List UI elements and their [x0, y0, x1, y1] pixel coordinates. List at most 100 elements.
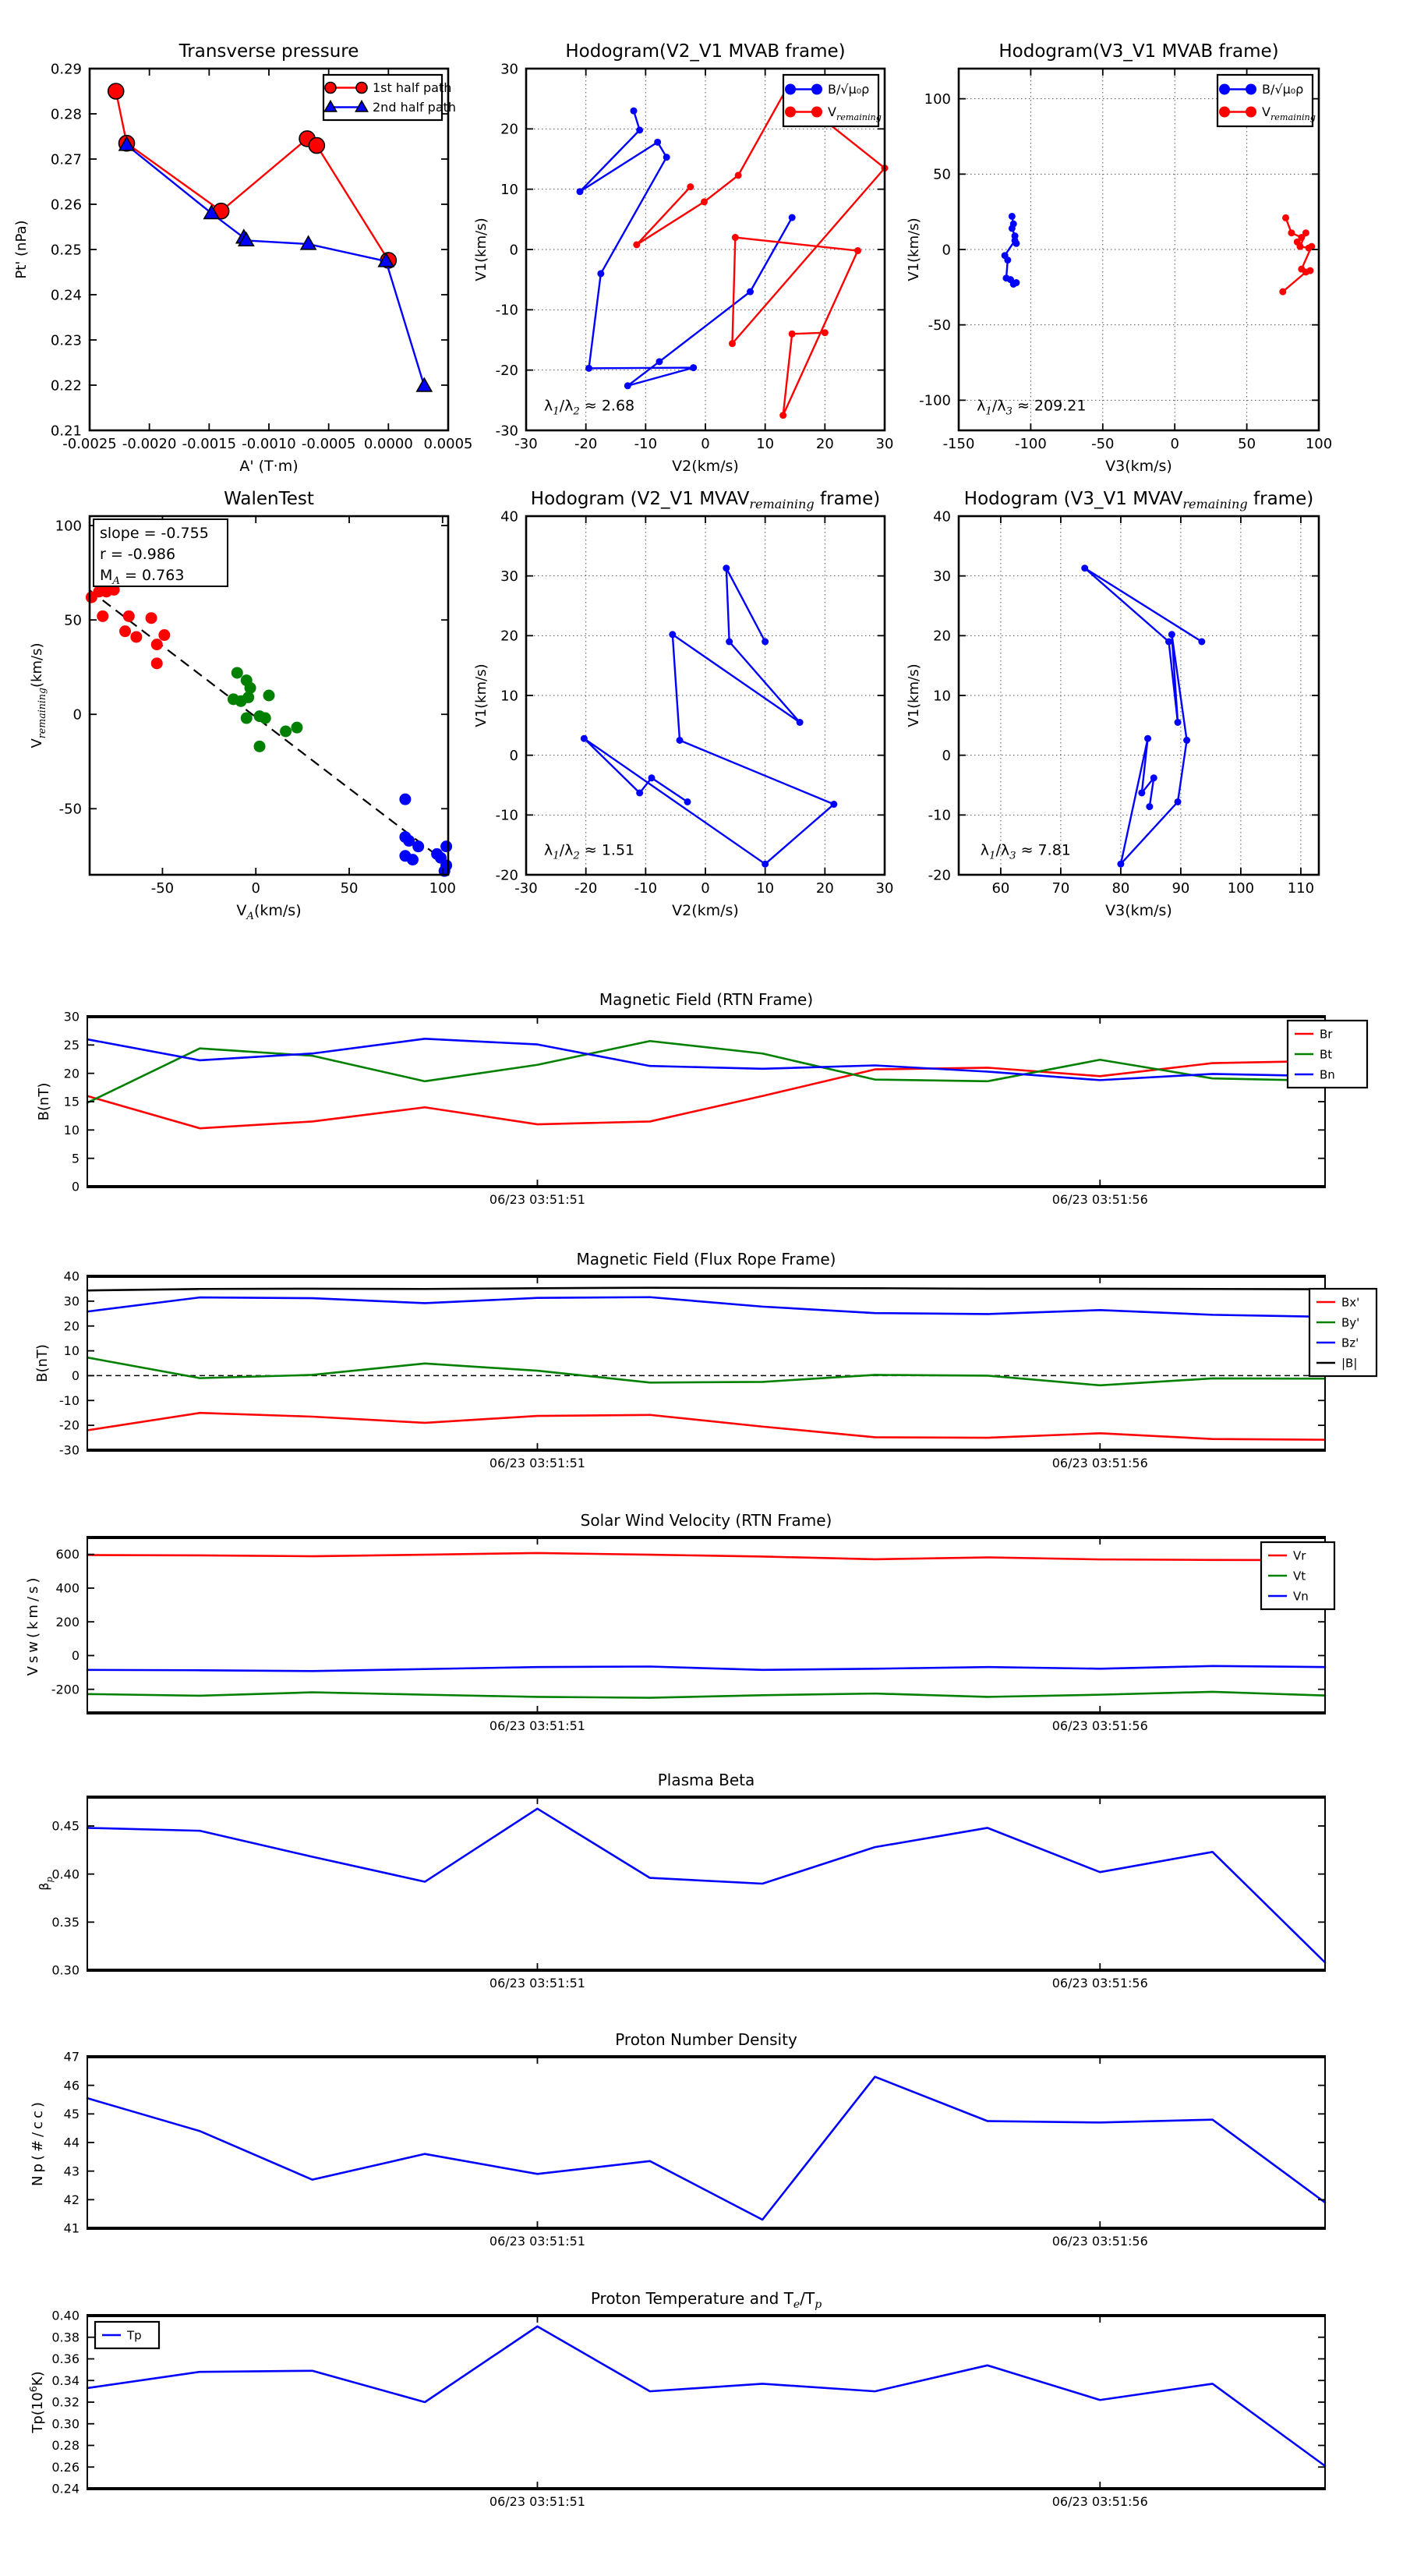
svg-text:10: 10	[500, 688, 518, 704]
svg-text:50: 50	[1238, 436, 1256, 452]
panel-transverse-pressure: -0.0025 -0.0020 -0.0015 -0.0010 -0.0005 0.000…	[13, 41, 472, 475]
series-v-path	[1081, 564, 1206, 868]
x-tick-labels: 60 70 80 90 100 110	[991, 880, 1314, 897]
legend: Tp	[94, 2320, 161, 2350]
legend: B/√μ₀ρ Vremaining​	[782, 73, 882, 128]
x-tick-labels: -0.0025 -0.0020 -0.0015 -0.0010 -0.0005 0.000…	[62, 436, 472, 452]
svg-text:30: 30	[64, 1293, 80, 1308]
svg-text:06/23 03:51:51: 06/23 03:51:51	[489, 2234, 585, 2249]
series-bz-	[86, 1296, 1327, 1318]
svg-text:15: 15	[64, 1095, 80, 1109]
svg-text:200: 200	[55, 1615, 80, 1629]
svg-text:50: 50	[64, 612, 82, 628]
svg-text:Bt: Bt	[1320, 1047, 1332, 1061]
svg-text:5: 5	[72, 1151, 80, 1166]
svg-text:Br: Br	[1320, 1027, 1333, 1041]
svg-text:06/23 03:51:56: 06/23 03:51:56	[1052, 2234, 1148, 2249]
series-b-sqrt-mu0-rho-	[1001, 212, 1020, 288]
series-2nd-half-path	[118, 136, 433, 392]
svg-text:100: 100	[55, 518, 82, 534]
x-axis-label: V3(km/s)	[1105, 458, 1172, 475]
svg-text:-20: -20	[496, 363, 518, 379]
svg-text:06/23 03:51:56: 06/23 03:51:56	[1052, 1192, 1148, 1207]
svg-text:-10: -10	[634, 880, 657, 897]
eigenvalue-ratio-annotation: λ1​/λ3​ ≈ 7.81	[981, 842, 1071, 862]
svg-text:60: 60	[991, 880, 1009, 897]
x-tick-labels: 06/23 03:51:51 06/23 03:51:56	[489, 1718, 1148, 1733]
eigenvalue-ratio-annotation: λ1​/λ2​ ≈ 2.68	[544, 397, 634, 417]
svg-text:-30: -30	[496, 423, 518, 439]
svg-text:-50: -50	[1091, 436, 1114, 452]
svg-text:50: 50	[341, 880, 359, 897]
svg-text:0: 0	[1170, 436, 1179, 452]
x-tick-labels: -50 0 50 100	[151, 880, 456, 897]
svg-text:43: 43	[64, 2164, 80, 2178]
svg-text:20: 20	[816, 880, 834, 897]
panel-mag-field-fluxrope: 06/23 03:51:51 06/23 03:51:56 -30 -20 -10 0 10…	[34, 1250, 1378, 1470]
svg-text:Vremaining​: Vremaining​	[1262, 104, 1316, 122]
legend: Br Bt Bn	[1286, 1019, 1369, 1089]
svg-text:06/23 03:51:56: 06/23 03:51:56	[1052, 1456, 1148, 1470]
svg-text:0: 0	[701, 880, 709, 897]
eigenvalue-ratio-annotation: λ1​/λ3​ ≈ 209.21	[977, 397, 1086, 417]
svg-text:10: 10	[500, 182, 518, 198]
svg-text:-20: -20	[928, 867, 951, 883]
series-vt	[86, 1690, 1327, 1699]
chart-title: Transverse pressure	[178, 41, 359, 62]
panel-proton-number-density: 06/23 03:51:51 06/23 03:51:56 41 42 43 44 45 46…	[30, 2030, 1327, 2249]
ticks	[87, 1537, 1325, 1713]
svg-text:42: 42	[64, 2192, 80, 2207]
fit-stats-box: slope = -0.755 r = -0.986 MA​ = 0.763	[93, 518, 228, 587]
panel-hodogram-v2v1-mvab: -30 -20 -10 0 10 20 30 -30 -20 -10 0 10 20 30 Hodogram…	[473, 41, 893, 475]
chart-title: Plasma Beta	[658, 1771, 755, 1789]
svg-text:By': By'	[1341, 1315, 1359, 1329]
fit-line	[89, 589, 449, 865]
svg-text:0.40: 0.40	[51, 1867, 80, 1881]
svg-text:-10: -10	[59, 1393, 80, 1408]
svg-text:100: 100	[1306, 436, 1332, 452]
x-axis-label: V2(km/s)	[672, 458, 739, 475]
series-v-remaining	[633, 86, 889, 419]
svg-text:0: 0	[73, 707, 82, 724]
series-br	[86, 1060, 1327, 1130]
svg-text:06/23 03:51:51: 06/23 03:51:51	[489, 1718, 585, 1733]
y-tick-labels: -20 -10 0 10 20 30 40	[928, 508, 951, 883]
svg-text:70: 70	[1051, 880, 1069, 897]
x-tick-labels: -150 -100 -50 0 50 100	[943, 436, 1333, 452]
chart-title: Solar Wind Velocity (RTN Frame)	[581, 1511, 832, 1530]
ticks	[959, 515, 1319, 876]
svg-text:-200: -200	[51, 1682, 80, 1697]
svg-text:-0.0025: -0.0025	[62, 436, 116, 452]
series-v-remaining	[1279, 214, 1316, 295]
svg-text:Tp: Tp	[126, 2328, 142, 2342]
svg-text:30: 30	[876, 436, 894, 452]
y-tick-labels: 0.30 0.35 0.40 0.45	[51, 1819, 80, 1978]
x-tick-labels: 06/23 03:51:51 06/23 03:51:56	[489, 1192, 1148, 1207]
chart-title: Magnetic Field (Flux Rope Frame)	[577, 1250, 836, 1269]
svg-text:06/23 03:51:56: 06/23 03:51:56	[1052, 2494, 1148, 2509]
svg-text:0: 0	[72, 1180, 80, 1194]
svg-text:0: 0	[510, 242, 518, 258]
svg-text:0.24: 0.24	[51, 2482, 80, 2496]
svg-text:-20: -20	[59, 1418, 80, 1433]
svg-text:0.26: 0.26	[51, 2460, 80, 2475]
svg-text:0.34: 0.34	[51, 2373, 80, 2388]
series-b-sqrt-mu0-rho-	[576, 107, 796, 390]
svg-text:40: 40	[933, 508, 951, 525]
svg-text:100: 100	[1228, 880, 1254, 897]
svg-text:1st half path: 1st half path	[373, 80, 451, 95]
svg-text:-10: -10	[928, 808, 951, 824]
ticks	[87, 1797, 1325, 1971]
y-axis-label: Vsw(km/s)	[25, 1575, 41, 1676]
svg-text:-20: -20	[574, 880, 597, 897]
svg-text:r = -0.986: r = -0.986	[100, 546, 175, 563]
grid	[959, 515, 1319, 876]
svg-text:Vremaining​: Vremaining​	[828, 104, 882, 122]
series-bx-	[86, 1411, 1327, 1441]
svg-text:0.30: 0.30	[51, 2416, 80, 2431]
grid	[525, 515, 885, 876]
x-axis-label: V3(km/s)	[1105, 902, 1172, 919]
svg-text:-10: -10	[496, 808, 518, 824]
svg-text:-50: -50	[928, 317, 951, 334]
svg-text:-10: -10	[496, 303, 518, 319]
